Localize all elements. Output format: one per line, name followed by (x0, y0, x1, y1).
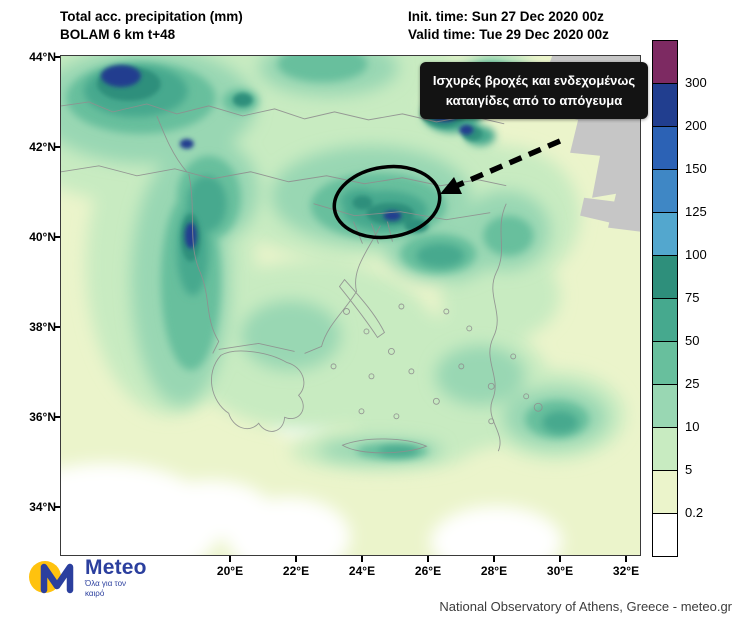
colorbar-cell (653, 41, 677, 84)
logo-m-icon (40, 563, 74, 594)
colorbar-tick-label: 5 (685, 462, 693, 477)
colorbar-tick-label: 0.2 (685, 505, 704, 520)
colorbar-tick-label: 75 (685, 290, 700, 305)
product-title: Total acc. precipitation (mm) (60, 9, 243, 24)
colorbar-cell (653, 127, 677, 170)
lon-tick (493, 556, 495, 562)
lon-axis-label: 22°E (282, 564, 310, 578)
lat-axis-label: 42°N (29, 140, 56, 154)
lon-axis-label: 24°E (348, 564, 376, 578)
colorbar-tick-label: 25 (685, 376, 700, 391)
colorbar-cell (653, 84, 677, 127)
colorbar-tick-label: 50 (685, 333, 700, 348)
colorbar-tick-label: 10 (685, 419, 700, 434)
colorbar-cell (653, 299, 677, 342)
valid-time: Valid time: Tue 29 Dec 2020 00z (408, 27, 609, 42)
lat-axis-label: 38°N (29, 320, 56, 334)
colorbar-tick-label: 100 (685, 247, 707, 262)
colorbar-cell (653, 342, 677, 385)
colorbar (652, 40, 678, 557)
colorbar-tick-label: 150 (685, 161, 707, 176)
meteo-logo-icon (29, 561, 74, 594)
meteo-logo: Meteo Όλα για τον καιρό (28, 556, 147, 600)
colorbar-tick-label: 300 (685, 75, 707, 90)
lon-tick (295, 556, 297, 562)
map-frame (60, 55, 641, 556)
lon-tick (625, 556, 627, 562)
lon-axis-label: 20°E (216, 564, 244, 578)
logo-wordmark: Meteo (85, 555, 147, 579)
lon-tick (427, 556, 429, 562)
colorbar-cell (653, 514, 677, 556)
lat-axis-label: 34°N (29, 500, 56, 514)
header-left: Total acc. precipitation (mm) BOLAM 6 km… (60, 8, 243, 44)
lat-axis-label: 40°N (29, 230, 56, 244)
colorbar-cell (653, 256, 677, 299)
init-time: Init. time: Sun 27 Dec 2020 00z (408, 9, 604, 24)
lat-tick (54, 146, 60, 148)
lat-tick (54, 56, 60, 58)
colorbar-cell (653, 471, 677, 514)
annotation-text: Ισχυρές βροχές και ενδεχομένως καταιγίδε… (432, 73, 636, 108)
lon-tick (361, 556, 363, 562)
colorbar-cell (653, 213, 677, 256)
lon-tick (559, 556, 561, 562)
colorbar-tick-label: 200 (685, 118, 707, 133)
colorbar-cell (653, 170, 677, 213)
lon-axis-label: 32°E (612, 564, 640, 578)
lon-tick (229, 556, 231, 562)
colorbar-cell (653, 385, 677, 428)
lon-axis-label: 26°E (414, 564, 442, 578)
model-title: BOLAM 6 km t+48 (60, 27, 176, 42)
lat-axis-label: 36°N (29, 410, 56, 424)
logo-tagline: Όλα για τον καιρό (85, 578, 127, 599)
credit-text: National Observatory of Athens, Greece -… (439, 599, 732, 614)
logo-text-block: Meteo Όλα για τον καιρό (85, 555, 147, 600)
lat-tick (54, 326, 60, 328)
annotation-box: Ισχυρές βροχές και ενδεχομένως καταιγίδε… (420, 62, 648, 119)
header-right: Init. time: Sun 27 Dec 2020 00z Valid ti… (408, 8, 609, 44)
colorbar-tick-label: 125 (685, 204, 707, 219)
precipitation-map (61, 56, 640, 555)
lat-tick (54, 416, 60, 418)
lat-axis-label: 44°N (29, 50, 56, 64)
lat-tick (54, 506, 60, 508)
lon-axis-label: 30°E (546, 564, 574, 578)
lon-axis-label: 28°E (480, 564, 508, 578)
colorbar-cell (653, 428, 677, 471)
lat-tick (54, 236, 60, 238)
